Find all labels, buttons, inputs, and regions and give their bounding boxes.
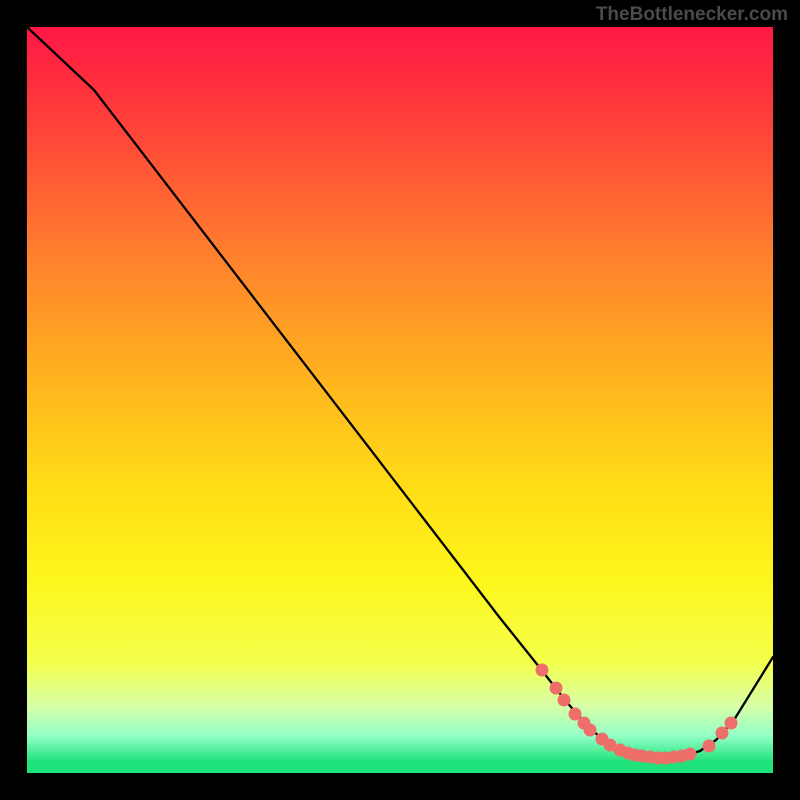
curve-marker xyxy=(684,748,697,761)
chart-background xyxy=(27,27,773,773)
curve-marker xyxy=(584,724,597,737)
curve-marker xyxy=(716,727,729,740)
curve-marker xyxy=(536,664,549,677)
curve-marker xyxy=(550,682,563,695)
curve-marker xyxy=(703,740,716,753)
bottleneck-curve-chart xyxy=(0,0,800,800)
curve-marker xyxy=(725,717,738,730)
chart-container: { "watermark": { "text": "TheBottlenecke… xyxy=(0,0,800,800)
curve-marker xyxy=(558,694,571,707)
watermark-text: TheBottlenecker.com xyxy=(596,4,788,26)
